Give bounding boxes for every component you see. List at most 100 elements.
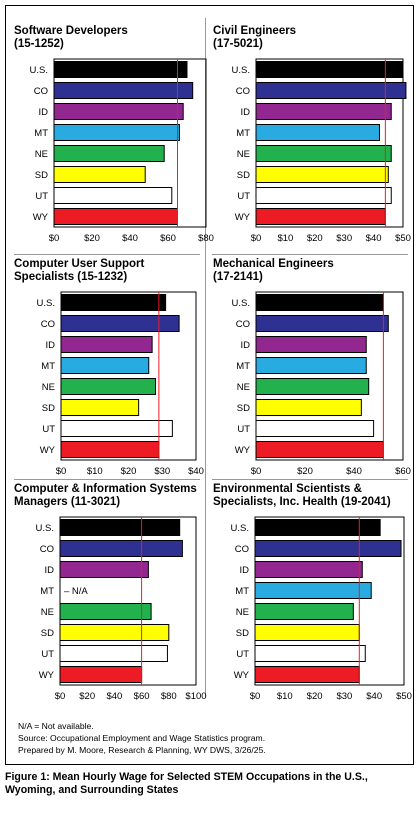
category-label: WY	[235, 212, 251, 223]
category-label: UT	[42, 424, 55, 435]
bar-mt	[255, 124, 380, 141]
chart-plot: U.S. CO ID MT NE SD UT WY$0 $10 $20 $30 $40 $50	[232, 58, 411, 244]
category-label: MT	[235, 586, 249, 597]
chart-title: Software Developers (15-1252)	[14, 25, 128, 50]
plot-area	[53, 58, 207, 228]
x-tick-label: $30	[336, 233, 352, 244]
plot-area	[255, 291, 404, 461]
chart-title: Mechanical Engineers (17-2141)	[213, 258, 334, 283]
category-label: MT	[34, 128, 48, 139]
chart-plot: U.S. CO ID MT NE SD UT WY$0 $10 $20 $30 $40 $50	[231, 516, 412, 702]
x-tick-label: $40	[346, 466, 362, 477]
row-divider-left-2	[14, 479, 200, 480]
x-tick-label: $20	[307, 233, 323, 244]
row-divider-right-2	[212, 479, 408, 480]
x-tick-label: $0	[56, 466, 67, 477]
category-label: U.S.	[231, 523, 249, 534]
chart-environmental-scientists: Environmental Scientists & Specialists, …	[213, 483, 412, 708]
bar-ut	[255, 187, 392, 204]
chart-software-developers: Software Developers (15-1252) U.S. CO ID MT N…	[14, 25, 214, 250]
bar-co	[254, 540, 402, 557]
chart-title: Computer User Support Specialists (15-12…	[14, 258, 145, 283]
x-tick-label: $10	[277, 691, 293, 702]
chart-plot: U.S. CO ID MT NE SD UT WY$0 $20 $40 $60 $80	[30, 58, 214, 244]
category-label: U.S.	[36, 523, 54, 534]
category-label: SD	[236, 628, 249, 639]
plot-area	[254, 516, 405, 686]
bar-ut	[254, 645, 366, 662]
bar-id	[255, 103, 392, 120]
bar-mt	[60, 357, 150, 374]
category-label: NE	[42, 382, 55, 393]
category-label: UT	[237, 424, 250, 435]
category-label: SD	[41, 628, 54, 639]
value-label-na: – N/A	[64, 586, 88, 597]
bar-sd	[255, 399, 362, 416]
chart-plot: U.S. CO ID MT – N/A NE SD UT WY$0 $20 $40 $60 $80 $10…	[36, 516, 207, 702]
category-label: SD	[237, 403, 250, 414]
x-tick-label: $50	[395, 233, 411, 244]
chart-mechanical-engineers: Mechanical Engineers (17-2141) U.S. CO ID MT…	[213, 258, 411, 483]
bar-mt	[53, 124, 180, 141]
x-tick-label: $80	[198, 233, 214, 244]
bar-ut	[53, 187, 173, 204]
category-label: UT	[41, 649, 54, 660]
bar-co	[59, 540, 183, 557]
category-label: NE	[237, 149, 250, 160]
x-tick-label: $10	[87, 466, 103, 477]
bar-co	[255, 82, 407, 99]
bar-us	[59, 519, 181, 536]
x-tick-label: $20	[84, 233, 100, 244]
category-label: U.S.	[37, 298, 55, 309]
bar-ut	[60, 420, 173, 437]
x-tick-label: $0	[55, 691, 66, 702]
x-tick-label: $40	[122, 233, 138, 244]
x-tick-label: $40	[188, 466, 204, 477]
category-label: CO	[34, 86, 48, 97]
bar-wy	[254, 666, 360, 683]
category-label: WY	[235, 445, 251, 456]
chart-plot: U.S. CO ID MT NE SD UT WY$0 $10 $20 $30 $40	[37, 291, 204, 477]
category-label: ID	[241, 340, 251, 351]
category-label: ID	[45, 565, 55, 576]
bar-wy	[60, 441, 160, 458]
x-tick-label: $30	[336, 691, 352, 702]
x-tick-label: $10	[277, 233, 293, 244]
x-tick-label: $20	[121, 466, 137, 477]
bar-us	[255, 61, 404, 78]
bar-sd	[60, 399, 140, 416]
bar-co	[255, 315, 389, 332]
chart-title: Computer & Information Systems Managers …	[14, 483, 197, 508]
category-label: U.S.	[30, 65, 48, 76]
bar-mt	[255, 357, 367, 374]
category-label: MT	[236, 128, 250, 139]
bar-ut	[255, 420, 375, 437]
bar-id	[60, 336, 153, 353]
chart-computer-user-support: Computer User Support Specialists (15-12…	[14, 258, 210, 483]
chart-computer-info-systems-managers: Computer & Information Systems Managers …	[14, 483, 210, 708]
x-tick-label: $0	[250, 691, 261, 702]
column-divider	[205, 18, 206, 698]
x-tick-label: $20	[307, 691, 323, 702]
caption-line-1: Figure 1: Mean Hourly Wage for Selected …	[5, 771, 368, 783]
category-label: NE	[236, 607, 249, 618]
category-label: NE	[35, 149, 48, 160]
category-label: MT	[41, 361, 55, 372]
category-label: ID	[240, 565, 250, 576]
x-tick-label: $20	[297, 466, 313, 477]
x-tick-label: $0	[49, 233, 60, 244]
category-label: SD	[42, 403, 55, 414]
bar-us	[60, 294, 167, 311]
bar-id	[255, 336, 367, 353]
bar-us	[254, 519, 381, 536]
chart-title: Environmental Scientists & Specialists, …	[213, 483, 391, 508]
category-label: UT	[35, 191, 48, 202]
figure-caption: Figure 1: Mean Hourly Wage for Selected …	[5, 771, 415, 797]
category-label: MT	[40, 586, 54, 597]
category-label: UT	[237, 191, 250, 202]
bar-ne	[254, 603, 354, 620]
bar-id	[59, 561, 149, 578]
caption-line-2: Wyoming, and Surrounding States	[5, 784, 179, 796]
x-tick-label: $30	[154, 466, 170, 477]
category-label: UT	[236, 649, 249, 660]
